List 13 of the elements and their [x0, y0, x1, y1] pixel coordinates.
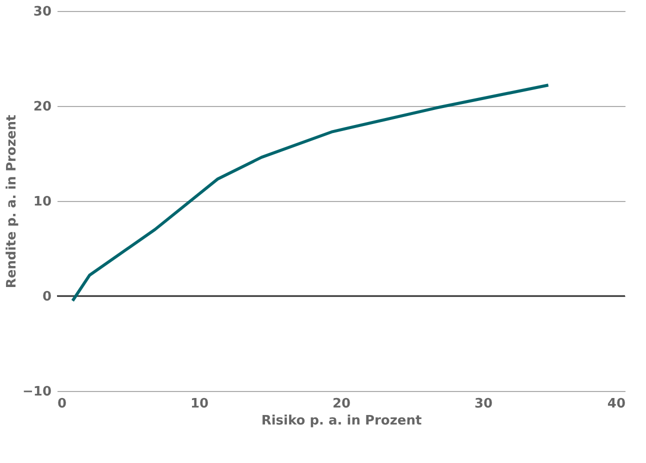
y-tick-label: 30	[33, 4, 52, 20]
x-tick-label: 20	[332, 396, 351, 412]
x-tick-label: 40	[607, 396, 626, 412]
y-tick-label: 20	[33, 100, 52, 114]
x-axis-title: Risiko p. a. in Prozent	[261, 414, 422, 428]
x-tick-label: 0	[58, 396, 67, 412]
y-tick-label: 0	[42, 290, 52, 304]
y-tick-label: −10	[22, 384, 52, 400]
x-tick-label: 30	[474, 396, 493, 412]
y-axis-title: Rendite p. a. in Prozent	[4, 114, 20, 288]
line-series	[71, 84, 550, 302]
y-tick-label: 10	[33, 194, 52, 210]
x-tick-label: 10	[190, 396, 209, 412]
